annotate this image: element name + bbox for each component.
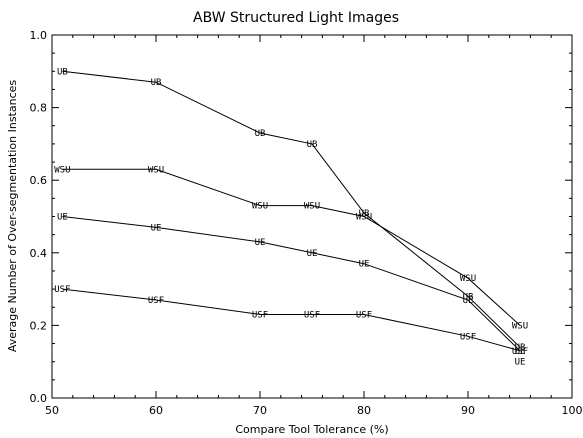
x-axis: 50 60 70 80 90 100 (45, 35, 583, 417)
point-marker-wsu: WSU (54, 165, 70, 175)
x-tick-label: 60 (149, 404, 163, 417)
point-marker-wsu: WSU (512, 321, 528, 331)
point-marker-usf: USF (148, 296, 164, 306)
point-marker-ub: UB (463, 292, 474, 302)
y-tick-label: 0.4 (30, 247, 48, 260)
point-marker-wsu: WSU (252, 202, 268, 212)
point-marker-wsu: WSU (304, 202, 320, 212)
point-marker-ue: UE (255, 238, 266, 248)
point-marker-wsu: WSU (356, 213, 372, 223)
y-tick-label: 0.6 (30, 174, 48, 187)
chart-title: ABW Structured Light Images (193, 10, 399, 26)
point-marker-wsu: WSU (460, 274, 476, 284)
series-line-wsu (62, 168, 521, 326)
point-marker-ub: UB (515, 343, 526, 353)
y-axis: 0.0 0.2 0.4 0.6 0.8 1.0 (30, 29, 572, 405)
point-marker-usf: USF (54, 285, 70, 295)
x-tick-label: 50 (45, 404, 59, 417)
point-marker-ue: UE (151, 223, 162, 233)
series-line-ue (62, 216, 521, 352)
x-tick-label: 90 (461, 404, 475, 417)
point-marker-ue: UE (463, 296, 474, 306)
x-tick-label: 70 (253, 404, 267, 417)
point-marker-ue: UE (359, 260, 370, 270)
point-marker-ub: UB (359, 209, 370, 219)
point-marker-usf: USF (252, 311, 268, 321)
point-marker-ue: UE (515, 347, 526, 357)
x-tick-label: 100 (562, 404, 583, 417)
point-marker-extra: UE (515, 358, 526, 368)
point-marker-ub: UB (255, 129, 266, 139)
y-tick-label: 0.0 (30, 392, 48, 405)
point-marker-usf: USF (356, 311, 372, 321)
point-marker-ue: UE (57, 213, 68, 223)
x-axis-label: Compare Tool Tolerance (%) (235, 423, 388, 436)
point-marker-wsu: WSU (148, 165, 164, 175)
y-axis-label: Average Number of Over-segmentation Inst… (6, 80, 19, 353)
y-tick-label: 0.8 (30, 102, 48, 115)
point-marker-usf: USF (304, 311, 320, 321)
point-marker-ub: UB (307, 140, 318, 150)
series-line-usf (62, 288, 521, 352)
y-tick-label: 1.0 (30, 29, 48, 42)
x-tick-label: 80 (357, 404, 371, 417)
y-tick-label: 0.2 (30, 319, 48, 332)
point-marker-ue: UE (307, 249, 318, 259)
point-marker-usf: USF (460, 332, 476, 342)
point-marker-ub: UB (57, 67, 68, 77)
point-marker-ub: UB (151, 78, 162, 88)
point-marker-usf: USF (512, 347, 528, 357)
series-line-ub (62, 70, 521, 348)
